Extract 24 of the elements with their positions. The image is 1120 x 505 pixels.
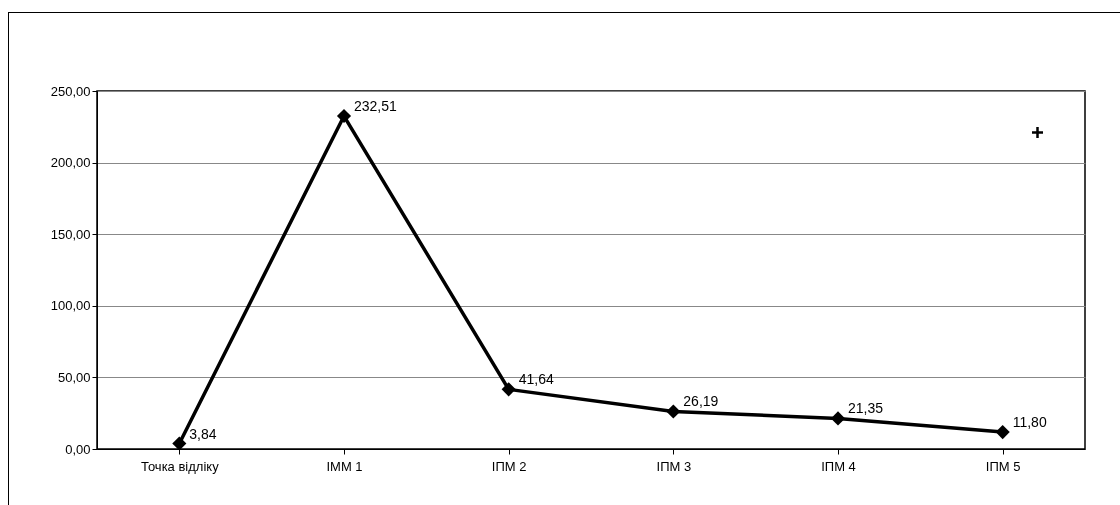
data-label: 11,80	[1012, 414, 1047, 431]
y-tick-label: 50,00	[57, 369, 91, 385]
x-tick-label: ІПМ 4	[821, 458, 856, 474]
point	[336, 108, 352, 124]
data-label: 41,64	[518, 371, 554, 388]
x-tick-label: ІММ 1	[326, 458, 363, 474]
data-label: 21,35	[848, 400, 884, 417]
y-tick-label: 250,00	[50, 83, 91, 99]
y-tick-label: 200,00	[50, 155, 91, 171]
y-tick-label: 150,00	[50, 226, 91, 242]
x-tick-label: ІПМ 2	[491, 458, 527, 474]
point	[995, 425, 1010, 440]
y-tick-label: 0,00	[65, 441, 91, 457]
x-tick-label: Точка відліку	[141, 458, 220, 474]
data-label: 3,84	[189, 425, 217, 442]
point	[501, 382, 516, 397]
point	[172, 436, 187, 451]
y-tick-label: 100,00	[50, 298, 91, 314]
x-tick-label: ІПМ 3	[656, 458, 692, 474]
data-label: 26,19	[683, 393, 719, 410]
x-tick-label: ІПМ 5	[985, 458, 1021, 474]
point	[830, 411, 846, 426]
point	[666, 404, 681, 419]
data-label: 232,51	[354, 98, 398, 115]
